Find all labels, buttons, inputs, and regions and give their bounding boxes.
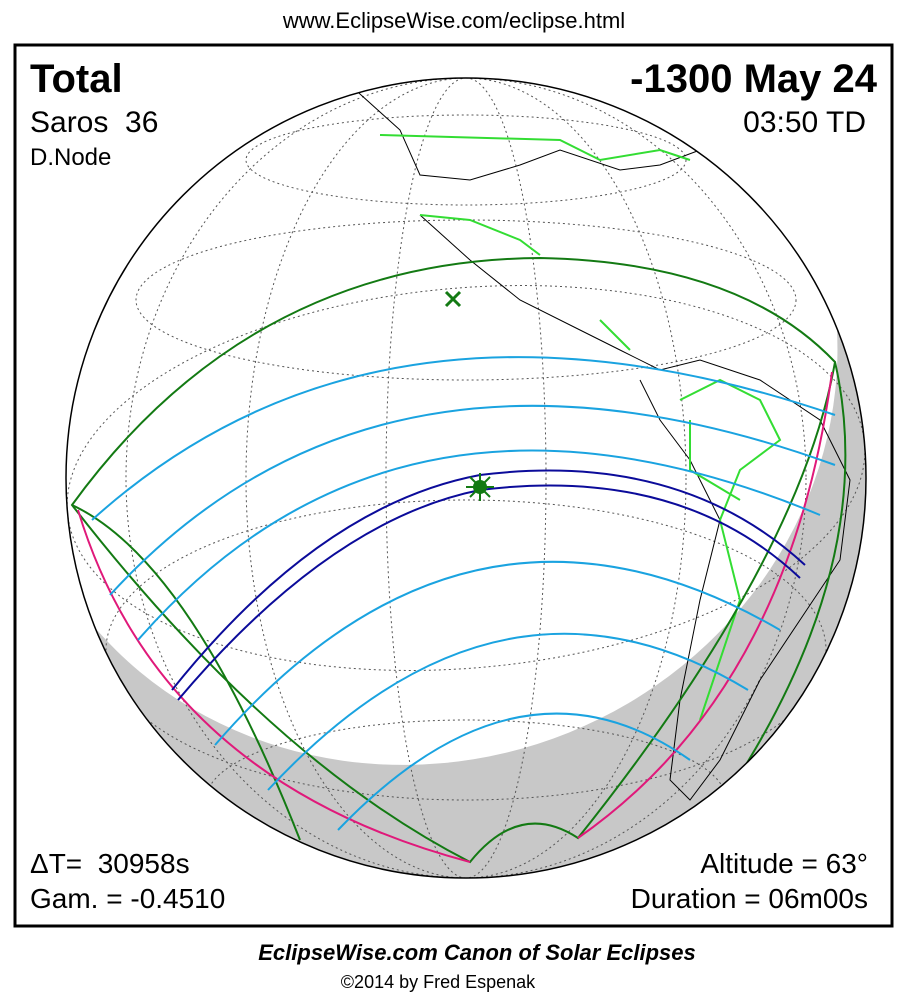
- map-line: [137, 449, 821, 641]
- map-line: [267, 632, 749, 791]
- url: www.EclipseWise.com/eclipse.html: [282, 8, 625, 33]
- map-line: [214, 560, 781, 746]
- time: 03:50 TD: [743, 106, 866, 139]
- map-line: [70, 256, 837, 864]
- map-line: [349, 84, 851, 801]
- map-line: [77, 509, 471, 863]
- map-line: [125, 78, 807, 878]
- map-line: [95, 328, 866, 878]
- map-line: [135, 219, 797, 381]
- eclipse-date: -1300 May 24: [630, 57, 878, 101]
- map-line: [385, 78, 547, 878]
- map-line: [729, 361, 847, 791]
- copyright: ©2014 by Fred Espenak: [341, 972, 536, 992]
- footer-title: EclipseWise.com Canon of Solar Eclipses: [258, 940, 696, 965]
- duration: Duration = 06m00s: [631, 883, 868, 914]
- gamma: Gam. = -0.4510: [30, 883, 225, 914]
- saros: Saros 36: [30, 106, 158, 139]
- map-line: [245, 114, 687, 206]
- delta-t: ΔT= 30958s: [30, 848, 190, 879]
- node: D.Node: [30, 144, 111, 171]
- map-line: [337, 712, 691, 831]
- globe-outline: [65, 77, 867, 879]
- map-line: [466, 473, 494, 501]
- altitude: Altitude = 63°: [700, 848, 868, 879]
- map-line: [109, 404, 836, 596]
- eclipse-type: Total: [30, 57, 123, 101]
- map-line: [245, 78, 687, 878]
- map-line: [91, 356, 836, 521]
- map-line: [577, 371, 833, 839]
- map-line: [105, 499, 827, 801]
- map-line: [71, 504, 301, 841]
- map-line: [444, 290, 462, 308]
- globe: [66, 78, 866, 878]
